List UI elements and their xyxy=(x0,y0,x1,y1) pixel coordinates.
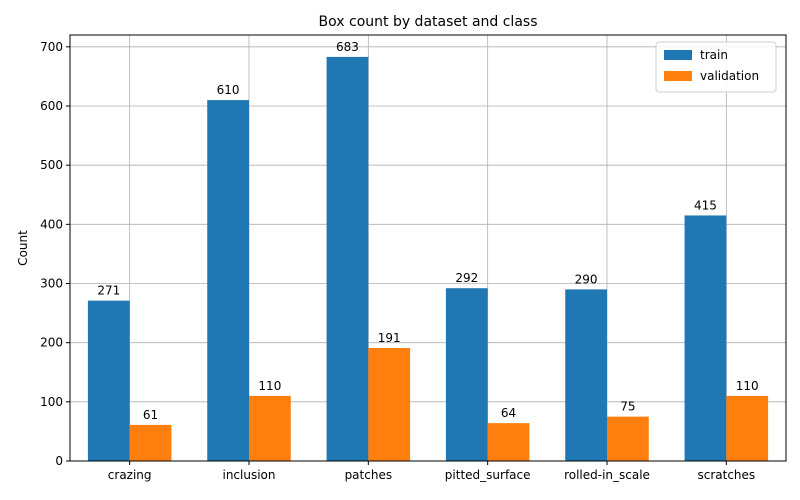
x-axis-ticks: crazing inclusion patches pitted_surface rol… xyxy=(108,461,755,482)
bar-validation-pitted_surface xyxy=(487,423,530,461)
y-tick-label: 600 xyxy=(40,99,63,113)
bar-validation-crazing xyxy=(129,424,172,461)
legend-label-validation: validation xyxy=(700,69,759,83)
y-tick-label: 0 xyxy=(55,454,63,468)
legend-swatch-validation xyxy=(664,71,692,81)
bar-train-pitted_surface xyxy=(445,288,488,461)
data-label-validation-pitted_surface: 64 xyxy=(501,406,516,420)
x-tick-label: rolled-in_scale xyxy=(564,468,650,482)
y-tick-label: 700 xyxy=(40,40,63,54)
x-tick-label: inclusion xyxy=(222,468,275,482)
y-tick-label: 100 xyxy=(40,395,63,409)
chart-title: Box count by dataset and class xyxy=(319,14,538,30)
data-label-train-crazing: 271 xyxy=(97,284,120,298)
bar-train-rolled-in_scale xyxy=(565,289,607,461)
y-tick-label: 500 xyxy=(40,158,63,172)
data-label-train-scratches: 415 xyxy=(694,198,717,212)
legend: train validation xyxy=(655,41,777,93)
data-label-validation-patches: 191 xyxy=(378,331,401,345)
x-tick-label: crazing xyxy=(108,468,152,482)
bar-train-inclusion xyxy=(207,100,249,461)
data-label-validation-crazing: 61 xyxy=(143,408,158,422)
data-label-validation-rolled-in_scale: 75 xyxy=(620,400,635,414)
data-labels: 271 610 683 292 290 415 61 110 191 64 75 110 xyxy=(97,40,758,422)
bars xyxy=(87,56,769,462)
bar-validation-inclusion xyxy=(249,395,291,461)
legend-label-train: train xyxy=(700,48,728,62)
x-tick-label: scratches xyxy=(697,468,755,482)
y-tick-label: 300 xyxy=(40,277,63,291)
data-label-validation-scratches: 110 xyxy=(736,379,759,393)
data-label-train-inclusion: 610 xyxy=(217,83,240,97)
x-tick-label: pitted_surface xyxy=(445,468,531,482)
bar-validation-scratches xyxy=(726,395,769,461)
data-label-validation-inclusion: 110 xyxy=(258,379,281,393)
data-label-train-patches: 683 xyxy=(336,40,359,54)
y-tick-label: 200 xyxy=(40,336,63,350)
grid xyxy=(70,35,786,462)
legend-swatch-train xyxy=(664,50,692,60)
bar-train-scratches xyxy=(684,215,727,461)
bar-train-patches xyxy=(326,56,369,462)
bar-train-crazing xyxy=(87,300,130,461)
data-label-train-pitted_surface: 292 xyxy=(455,271,478,285)
plot-frame xyxy=(69,34,787,462)
y-axis-ticks: 0 100 200 300 400 500 600 700 xyxy=(40,40,70,468)
y-tick-label: 400 xyxy=(40,217,63,231)
y-axis-title: Count xyxy=(16,230,30,266)
data-label-train-rolled-in_scale: 290 xyxy=(575,272,598,286)
bar-validation-patches xyxy=(368,347,411,461)
x-tick-label: patches xyxy=(345,468,393,482)
bar-validation-rolled-in_scale xyxy=(607,416,649,461)
